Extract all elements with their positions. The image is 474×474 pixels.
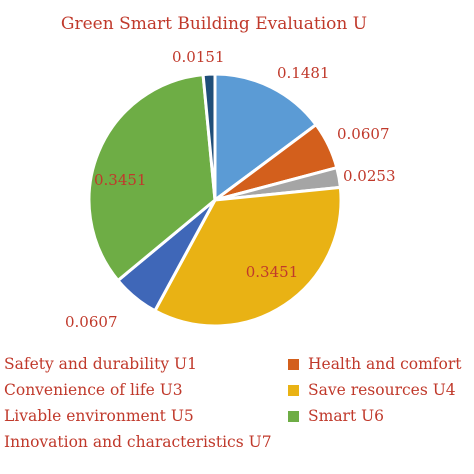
pie-slice-7 xyxy=(201,72,217,202)
data-label-3: 0.0253 xyxy=(343,167,396,185)
legend-swatch xyxy=(288,384,299,396)
data-label-2: 0.0607 xyxy=(337,125,390,143)
legend-label: Save resources U4 xyxy=(308,381,456,399)
legend-label: Innovation and characteristics U7 xyxy=(4,433,272,451)
legend-entry-u5: Livable environment U5 xyxy=(0,405,194,427)
legend-entry-u1: Safety and durability U1 xyxy=(0,353,197,375)
legend-swatch xyxy=(288,358,299,370)
legend-entry-u3: Convenience of life U3 xyxy=(0,379,183,401)
data-label-6: 0.3451 xyxy=(94,171,147,189)
pie-slice-1 xyxy=(213,72,318,202)
legend-label: Health and comfort xyxy=(308,355,462,373)
legend-entry-u2: Health and comfort xyxy=(288,353,462,375)
data-label-1: 0.1481 xyxy=(277,64,330,82)
legend-swatch xyxy=(288,410,299,422)
legend-label: Livable environment U5 xyxy=(4,407,194,425)
data-label-7: 0.0151 xyxy=(172,48,225,66)
legend-label: Safety and durability U1 xyxy=(4,355,197,373)
data-label-4: 0.3451 xyxy=(246,263,299,281)
legend-label: Convenience of life U3 xyxy=(4,381,183,399)
legend-entry-u7: Innovation and characteristics U7 xyxy=(0,431,272,453)
pie-slice-6 xyxy=(87,73,217,282)
pie-chart: 0.1481 0.0607 0.0253 0.3451 0.0607 0.3451 0.01… xyxy=(65,48,396,331)
legend-entry-u6: Smart U6 xyxy=(288,405,384,427)
data-label-5: 0.0607 xyxy=(65,313,118,331)
chart-title: Green Smart Building Evaluation U xyxy=(60,14,368,34)
legend-entry-u4: Save resources U4 xyxy=(288,379,456,401)
legend-label: Smart U6 xyxy=(308,407,385,425)
pie-slice-4 xyxy=(153,185,343,328)
chart-legend: Safety and durability U1 Health and comf… xyxy=(0,353,474,474)
